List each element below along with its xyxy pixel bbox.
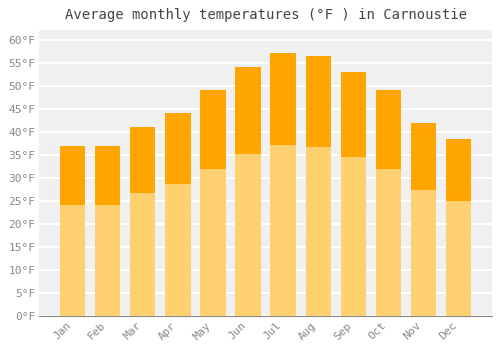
Bar [60, 146, 86, 316]
Bar [306, 56, 331, 316]
Bar [236, 67, 260, 316]
Bar [340, 72, 366, 316]
Bar [340, 72, 366, 158]
Bar [60, 146, 86, 205]
Bar [200, 90, 226, 316]
Bar [130, 127, 156, 316]
Bar [306, 56, 331, 147]
Bar [166, 113, 190, 316]
Bar [376, 90, 401, 169]
Bar [130, 127, 156, 193]
Bar [95, 146, 120, 316]
Bar [270, 54, 295, 145]
Bar [376, 90, 401, 316]
Bar [446, 139, 471, 201]
Bar [166, 113, 190, 184]
Bar [200, 90, 226, 169]
Bar [411, 122, 436, 190]
Bar [411, 122, 436, 316]
Title: Average monthly temperatures (°F ) in Carnoustie: Average monthly temperatures (°F ) in Ca… [64, 8, 466, 22]
Bar [270, 54, 295, 316]
Bar [236, 67, 260, 154]
Bar [95, 146, 120, 205]
Bar [446, 139, 471, 316]
